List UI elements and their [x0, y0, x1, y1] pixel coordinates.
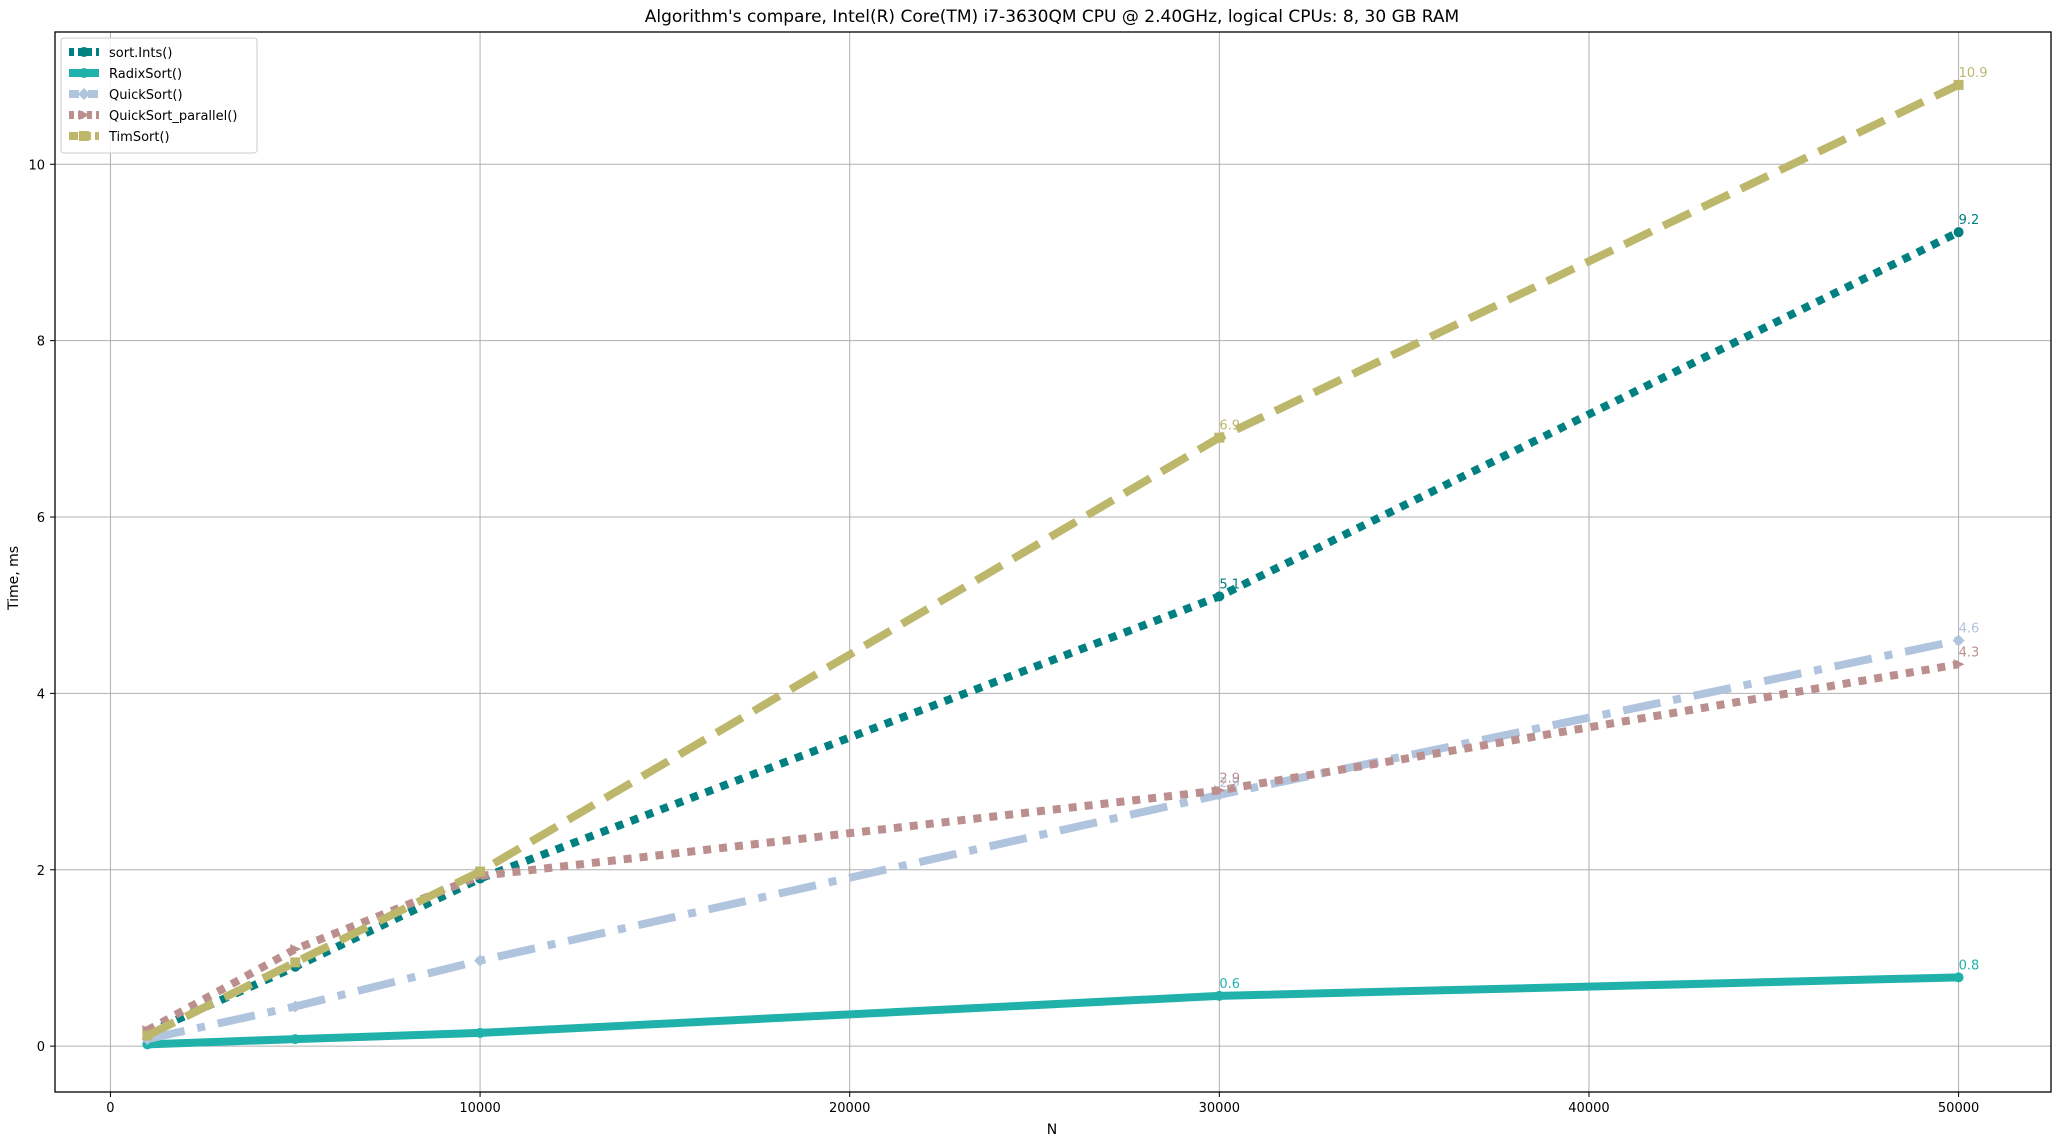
legend-marker [79, 68, 89, 78]
data-label: 4.3 [1959, 645, 1980, 660]
data-point [290, 1034, 301, 1045]
legend: sort.Ints() RadixSort() QuickSort() QuickSo… [60, 37, 258, 154]
data-point [475, 1027, 486, 1038]
legend-marker [79, 110, 90, 120]
y-tick-label: 10 [28, 158, 45, 173]
x-tick-label: 40000 [1568, 1101, 1609, 1116]
legend-marker [79, 131, 89, 141]
x-axis-label: N [1047, 1122, 1057, 1135]
data-point [1214, 591, 1225, 602]
y-tick-label: 2 [37, 864, 45, 879]
data-point [1953, 659, 1965, 670]
data-label: 9.2 [1959, 213, 1980, 228]
x-tick-label: 30000 [1199, 1101, 1240, 1116]
legend-entry: RadixSort() [69, 67, 182, 82]
data-point [1952, 634, 1965, 647]
legend-marker [78, 88, 90, 100]
data-label: 6.9 [1219, 419, 1240, 434]
series-layer [141, 79, 1965, 1050]
data-label: 4.6 [1959, 621, 1980, 636]
grid [55, 32, 2051, 1092]
y-tick-label: 6 [37, 511, 45, 526]
data-label: 2.9 [1219, 771, 1240, 786]
legend-label: QuickSort_parallel() [109, 109, 237, 124]
legend-entry: TimSort() [69, 130, 170, 145]
legend-label: TimSort() [108, 130, 170, 145]
data-label: 2.9 [1219, 776, 1240, 791]
plot-frame [54, 31, 2052, 1093]
data-point [1214, 432, 1225, 443]
data-point [142, 1030, 153, 1041]
data-point [474, 954, 487, 967]
legend-entry: sort.Ints() [69, 46, 172, 61]
data-label: 0.8 [1959, 958, 1980, 973]
data-point [290, 944, 302, 955]
data-label: 10.9 [1959, 66, 1988, 81]
legend-label: QuickSort() [109, 88, 183, 103]
data-point [1214, 990, 1225, 1001]
legend-entry: QuickSort_parallel() [69, 109, 237, 124]
x-tick-label: 20000 [829, 1101, 870, 1116]
series-QuickSort() [141, 634, 1965, 1046]
legend-label: RadixSort() [109, 67, 182, 82]
data-label: 5.1 [1219, 577, 1240, 592]
legend-marker [79, 47, 89, 57]
legend-box [60, 37, 258, 154]
y-axis-label: Time, ms [6, 546, 22, 611]
data-point [290, 957, 301, 968]
series-TimSort() [142, 79, 1964, 1041]
series-line [145, 660, 1960, 1034]
y-tick-label: 8 [37, 335, 45, 350]
x-tick-label: 10000 [459, 1101, 500, 1116]
data-point [475, 866, 486, 877]
data-point [1953, 972, 1964, 983]
data-label: 0.6 [1219, 977, 1240, 992]
data-point [1953, 79, 1964, 90]
legend-label: sort.Ints() [109, 46, 172, 61]
data-point [1953, 227, 1964, 238]
y-tick-label: 4 [37, 687, 45, 702]
chart-title: Algorithm's compare, Intel(R) Core(TM) i… [645, 7, 1459, 27]
annotations: 5.1 9.2 0.6 0.8 2.9 4.6 2.9 4.3 6.9 10.9 [1219, 66, 1987, 992]
x-tick-label: 50000 [1938, 1101, 1979, 1116]
data-point [1214, 785, 1226, 796]
axis-ticks: 0 10000 20000 30000 40000 50000 0 2 4 6 8 10 [28, 158, 1979, 1116]
x-tick-label: 0 [106, 1101, 114, 1116]
legend-entry: QuickSort() [69, 88, 183, 103]
data-point [289, 1000, 302, 1013]
y-tick-label: 0 [37, 1040, 45, 1055]
